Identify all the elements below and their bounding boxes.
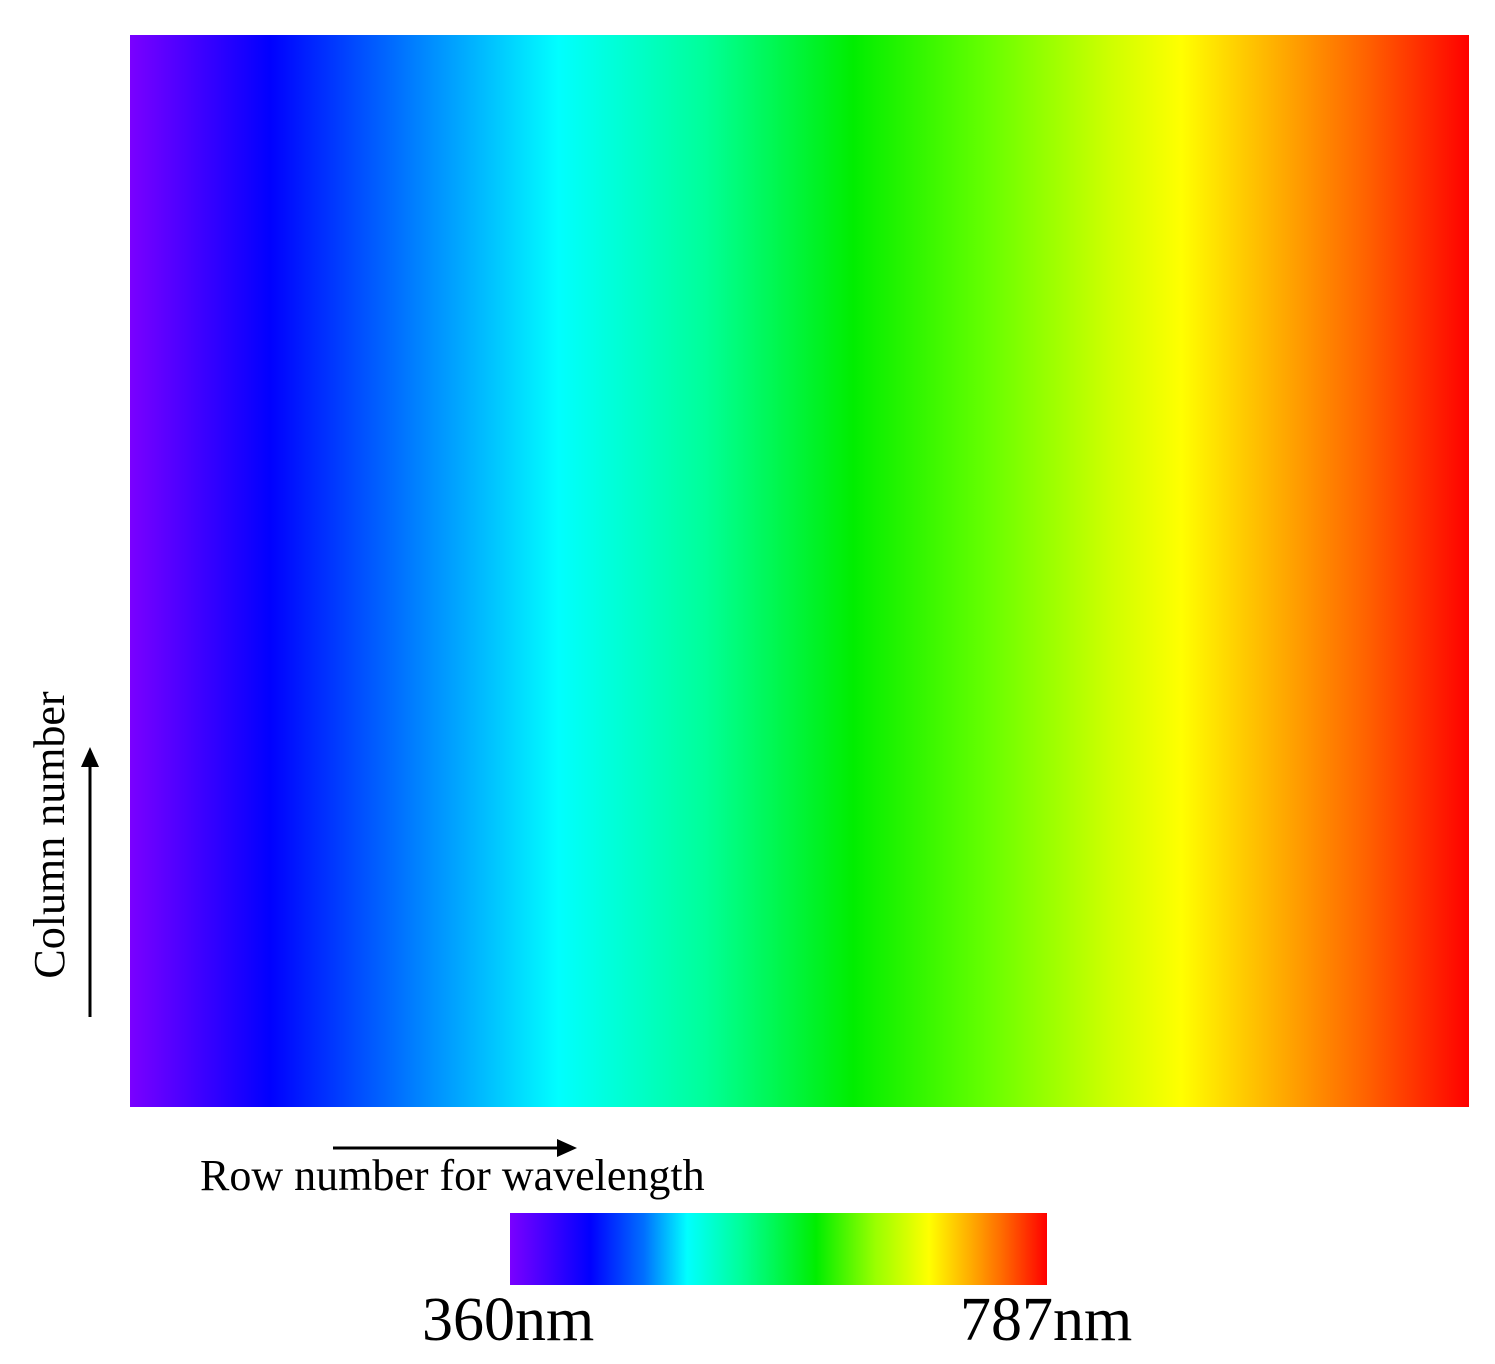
colorbar-min-label: 360nm bbox=[422, 1286, 595, 1354]
column-number-label: Column number bbox=[25, 691, 74, 979]
wavelength-colorbar bbox=[510, 1213, 1047, 1285]
spectrum-image bbox=[130, 35, 1469, 1107]
column-arrow-icon bbox=[81, 747, 99, 1017]
colorbar-max-label: 787nm bbox=[960, 1286, 1133, 1354]
row-number-label: Row number for wavelength bbox=[200, 1151, 705, 1200]
row-arrow-icon bbox=[333, 1139, 577, 1157]
